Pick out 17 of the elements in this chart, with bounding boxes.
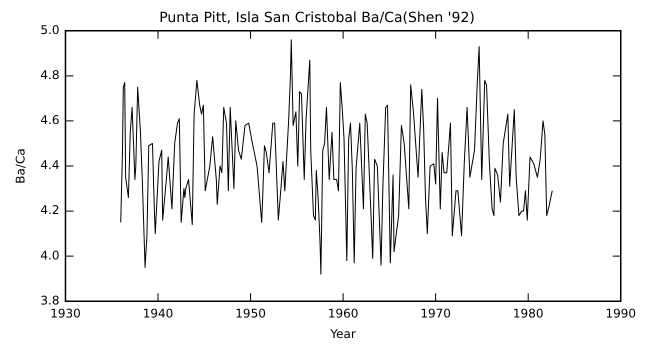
x-tick-label: 1970 [420, 306, 451, 321]
x-tick-label: 1980 [512, 306, 544, 321]
y-tick-label: 5.0 [40, 22, 60, 37]
chart-title: Punta Pitt, Isla San Cristobal Ba/Ca(Shen '92) [159, 10, 475, 26]
y-tick-label: 4.6 [40, 113, 60, 128]
y-tick-label: 4.4 [40, 158, 60, 172]
x-tick-label: 1940 [142, 306, 174, 321]
x-tick-label: 1990 [605, 306, 636, 321]
x-axis-title: Year [329, 326, 356, 341]
y-tick-label: 4.2 [40, 203, 60, 218]
x-tick-label: 1950 [235, 306, 266, 321]
y-tick-label: 3.8 [40, 293, 60, 308]
x-tick-label: 1930 [50, 306, 81, 321]
y-tick-label: 4.0 [40, 248, 60, 262]
x-tick-label: 1960 [328, 306, 358, 321]
y-axis-title: Ba/Ca [13, 148, 28, 184]
y-tick-label: 4.8 [40, 68, 60, 82]
